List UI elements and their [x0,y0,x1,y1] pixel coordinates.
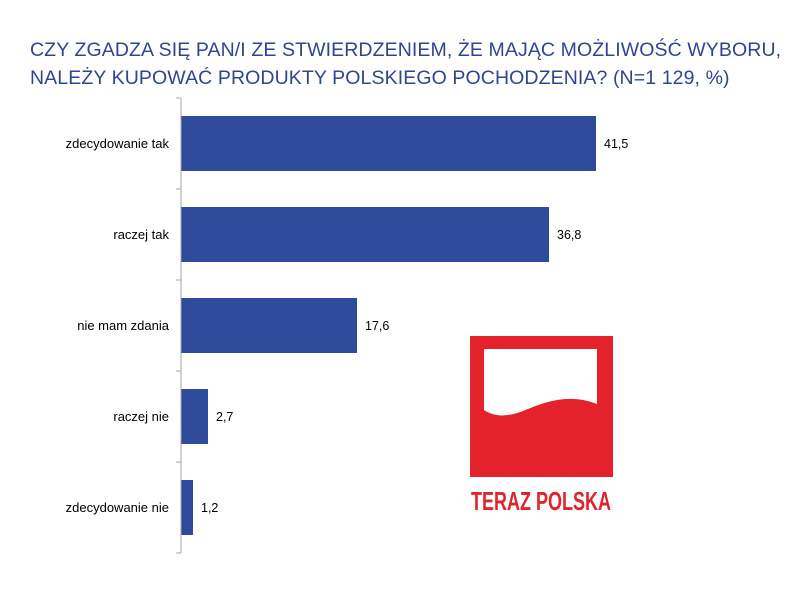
chart-title-line-1: CZY ZGADZA SIĘ PAN/I ZE STWIERDZENIEM, Ż… [30,39,782,61]
bar-1 [181,207,549,262]
category-label-2: nie mam zdania [77,318,170,333]
category-label-0: zdecydowanie tak [66,136,170,151]
logo-white-flag [484,349,597,416]
category-label-3: raczej nie [113,409,169,424]
chart-title-line-2: NALEŻY KUPOWAĆ PRODUKTY POLSKIEGO POCHOD… [30,67,730,89]
bar-2 [181,298,357,353]
chart-title: CZY ZGADZA SIĘ PAN/I ZE STWIERDZENIEM, Ż… [30,36,790,92]
category-label-4: zdecydowanie nie [66,500,169,515]
bar-4 [181,480,193,535]
bar-0 [181,116,596,171]
value-label-2: 17,6 [365,319,389,333]
value-label-3: 2,7 [216,410,233,424]
value-label-4: 1,2 [201,501,218,515]
value-label-0: 41,5 [604,137,628,151]
bars-layer: zdecydowanie tak 41,5 raczej tak 36,8 nie ma… [66,116,628,535]
axis-layer [176,97,182,554]
logo-text: TERAZ POLSKA [471,486,611,516]
category-label-1: raczej tak [113,227,169,242]
value-label-1: 36,8 [557,228,581,242]
bar-3 [181,389,208,444]
teraz-polska-logo: TERAZ POLSKA [470,336,613,516]
